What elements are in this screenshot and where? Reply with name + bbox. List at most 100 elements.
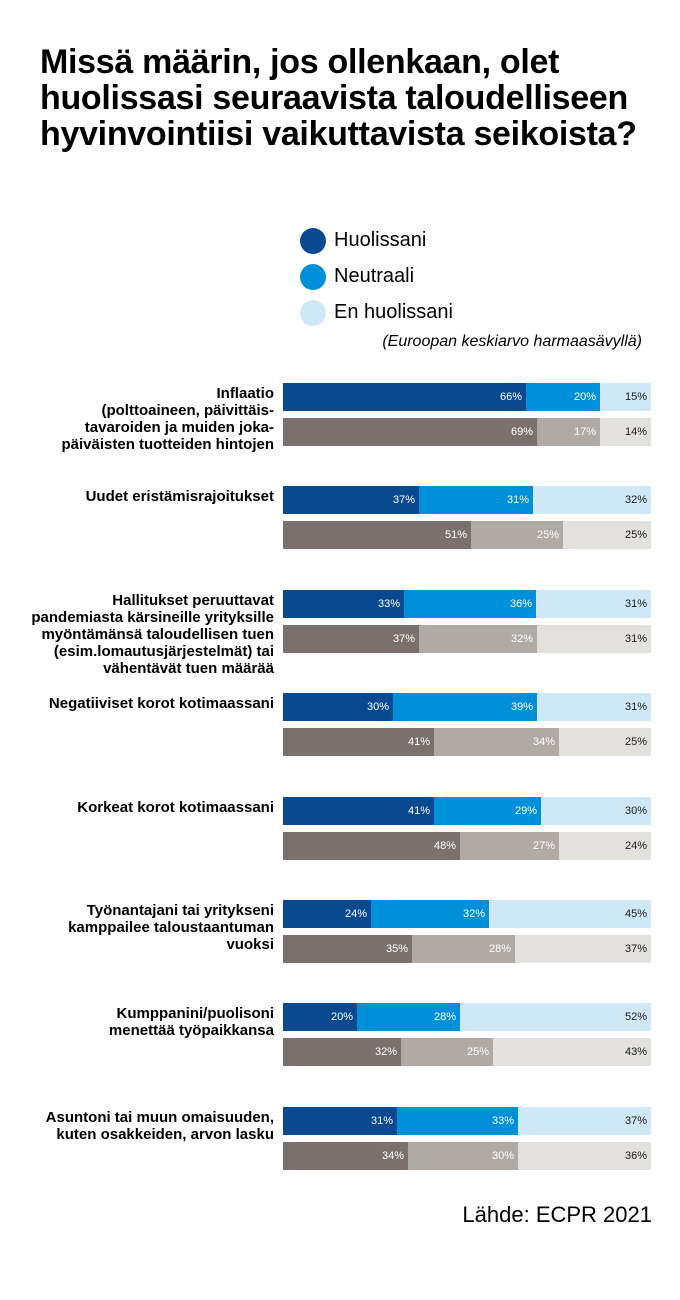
bar-value-label: 14% — [624, 426, 647, 438]
bar-value-label: 37% — [392, 494, 415, 507]
bar-europe-en-huolissani: 37% — [515, 935, 651, 963]
bar-value-label: 31% — [370, 1114, 393, 1127]
bar-value-label: 25% — [624, 529, 647, 542]
legend-swatch-neutraali — [300, 264, 326, 290]
category-label: Inflaatio (polttoaineen, päivittäis-tavar… — [10, 385, 274, 453]
bar-value-label: 37% — [392, 632, 415, 645]
category-label: Asuntoni tai muun omaisuuden, kuten osakk… — [10, 1109, 274, 1143]
legend-item-neutraali: Neutraali — [300, 260, 660, 296]
bar-value-label: 25% — [624, 736, 647, 749]
bar-value-label: 45% — [624, 908, 647, 920]
bar-value-label: 35% — [385, 943, 408, 955]
category-label-line: Uudet eristämisrajoitukset — [85, 488, 274, 506]
category-label-line: pandemiasta kärsineille yrityksille — [31, 608, 274, 626]
bar-country-neutraali: 36% — [404, 589, 536, 618]
bar-country-huolissani: 30% — [283, 693, 393, 722]
legend-label-huolissani: Huolissani — [334, 229, 427, 251]
legend-item-huolissani: Huolissani — [300, 224, 660, 260]
bar-country-en-huolissani: 52% — [460, 1003, 651, 1032]
bar-europe-en-huolissani: 24% — [559, 831, 651, 860]
category-label-line: vuoksi — [226, 936, 274, 953]
category-label-line: menettää työpaikkansa — [108, 1022, 274, 1040]
bar-europe-en-huolissani: 36% — [518, 1141, 651, 1170]
bar-country-en-huolissani: 45% — [489, 900, 651, 928]
bar-value-label: 33% — [377, 597, 400, 610]
category-label-line: päiväisten tuotteiden hintojen — [61, 436, 274, 453]
bar-europe-en-huolissani: 31% — [537, 624, 651, 653]
bar-value-label: 25% — [466, 1046, 489, 1059]
bar-europe-neutraali: 34% — [434, 728, 559, 757]
bar-europe-huolissani: 41% — [283, 728, 434, 757]
bar-value-label: 31% — [624, 701, 647, 714]
bar-value-label: 51% — [444, 529, 467, 542]
category-label: Kumppanini/puolisoni menettää työpaikkans… — [10, 1005, 274, 1039]
bar-value-label: 32% — [462, 908, 485, 920]
bar-country-neutraali: 28% — [357, 1003, 460, 1032]
category-label: Uudet eristämisrajoitukset — [10, 488, 274, 505]
bar-value-label: 43% — [624, 1046, 647, 1059]
bar-country-neutraali: 29% — [434, 796, 541, 825]
bar-country-huolissani: 41% — [283, 796, 434, 825]
bar-value-label: 27% — [532, 839, 555, 852]
bar-value-label: 34% — [381, 1149, 404, 1162]
bar-europe-neutraali: 32% — [419, 624, 537, 653]
bar-country-en-huolissani: 37% — [518, 1106, 651, 1135]
bar-value-label: 32% — [510, 632, 533, 645]
bar-country-huolissani: 24% — [283, 900, 371, 928]
bar-value-label: 30% — [491, 1149, 514, 1162]
category-label-line: vähentävät tuen määrää — [103, 659, 274, 677]
category-label-line: kamppailee taloustaantuman — [68, 919, 274, 936]
bar-value-label: 32% — [624, 494, 647, 507]
bar-value-label: 17% — [573, 426, 596, 438]
category-label: Työnantajani tai yritykseni kamppailee ta… — [10, 902, 274, 953]
bar-country-neutraali: 32% — [371, 900, 489, 928]
category-label: Korkeat korot kotimaassani — [10, 799, 274, 816]
bar-europe-huolissani: 37% — [283, 624, 419, 653]
bar-value-label: 48% — [433, 839, 456, 852]
category-label-line: Asuntoni tai muun omaisuuden, — [45, 1108, 274, 1126]
legend-swatch-huolissani — [300, 228, 326, 254]
bar-country-huolissani: 31% — [283, 1106, 397, 1135]
bar-value-label: 31% — [624, 597, 647, 610]
bar-europe-huolissani: 34% — [283, 1141, 408, 1170]
bar-value-label: 30% — [624, 804, 647, 817]
bar-country-neutraali: 39% — [393, 693, 537, 722]
bar-country-neutraali: 31% — [419, 486, 533, 515]
bar-country-en-huolissani: 31% — [536, 589, 651, 618]
bar-value-label: 69% — [510, 426, 533, 438]
bar-europe-neutraali: 30% — [408, 1141, 518, 1170]
bar-value-label: 36% — [624, 1149, 647, 1162]
category-label-line: Hallitukset peruuttavat — [112, 591, 274, 609]
bar-europe-en-huolissani: 25% — [563, 521, 651, 550]
bar-europe-neutraali: 17% — [537, 418, 600, 446]
bar-europe-neutraali: 27% — [460, 831, 559, 860]
bar-country-huolissani: 37% — [283, 486, 419, 515]
bar-value-label: 34% — [532, 736, 555, 749]
bar-europe-neutraali: 25% — [471, 521, 563, 550]
bar-value-label: 24% — [344, 908, 367, 920]
bar-value-label: 39% — [510, 701, 533, 714]
bar-value-label: 37% — [624, 1114, 647, 1127]
bar-europe-en-huolissani: 14% — [600, 418, 651, 446]
bar-value-label: 31% — [506, 494, 529, 507]
category-label-line: (esim.lomautusjärjestelmät) tai — [53, 642, 274, 660]
bar-europe-huolissani: 35% — [283, 935, 412, 963]
bar-value-label: 20% — [330, 1011, 353, 1024]
bar-country-neutraali: 33% — [397, 1106, 518, 1135]
bar-value-label: 32% — [374, 1046, 397, 1059]
category-label-line: tavaroiden ja muiden joka- — [84, 419, 274, 436]
bar-value-label: 36% — [509, 597, 532, 610]
bar-europe-huolissani: 51% — [283, 521, 471, 550]
category-label-line: Negatiiviset korot kotimaassani — [48, 695, 274, 713]
bar-europe-huolissani: 48% — [283, 831, 460, 860]
bar-value-label: 29% — [514, 804, 537, 817]
legend-label-en-huolissani: En huolissani — [334, 301, 453, 323]
category-label: Negatiiviset korot kotimaassani — [10, 695, 274, 712]
bar-country-huolissani: 66% — [283, 383, 526, 411]
category-label-line: Kumppanini/puolisoni — [116, 1005, 275, 1023]
bar-europe-huolissani: 69% — [283, 418, 537, 446]
bar-country-en-huolissani: 30% — [541, 796, 651, 825]
bar-country-en-huolissani: 15% — [600, 383, 651, 411]
bar-europe-en-huolissani: 25% — [559, 728, 651, 757]
